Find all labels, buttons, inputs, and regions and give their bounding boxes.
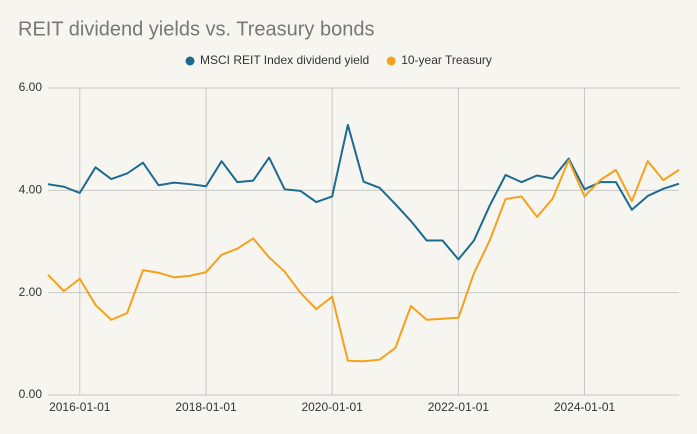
legend-label: MSCI REIT Index dividend yield [200,53,369,67]
x-tick-label: 2016-01-01 [49,400,111,414]
x-tick-label: 2020-01-01 [301,400,363,414]
series-line [47,159,680,363]
y-tick-label: 2.00 [19,285,43,299]
chart-title: REIT dividend yields vs. Treasury bonds [18,18,374,40]
series-line [47,123,680,261]
x-tick-label: 2024-01-01 [554,400,616,414]
legend-swatch [185,56,195,66]
legend-label: 10-year Treasury [401,53,492,67]
legend-swatch [386,56,396,66]
y-tick-label: 0.00 [19,387,43,401]
x-tick-label: 2022-01-01 [428,400,490,414]
x-tick-label: 2018-01-01 [175,400,237,414]
y-tick-label: 4.00 [19,183,43,197]
y-tick-label: 6.00 [19,80,43,94]
